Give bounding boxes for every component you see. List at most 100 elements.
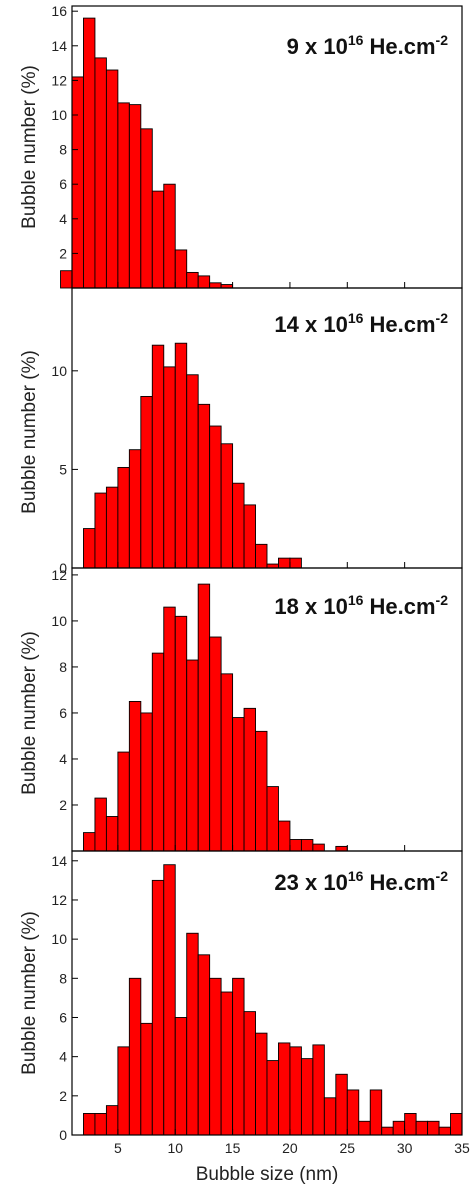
y-axis-title: Bubble number (%) [19, 349, 41, 514]
y-tick-label: 10 [51, 931, 67, 947]
histogram-bar [117, 1046, 130, 1136]
histogram-bar [335, 1073, 348, 1136]
histogram-bar [151, 652, 165, 852]
histogram-bar [278, 820, 291, 852]
y-tick-label: 4 [59, 211, 67, 227]
histogram-bar [255, 543, 268, 569]
histogram-bar [289, 1046, 302, 1136]
histogram-bar [209, 977, 222, 1136]
histogram-bar [243, 1011, 256, 1136]
histogram-bar [335, 845, 348, 852]
y-tick-label: 10 [51, 363, 67, 379]
histogram-bar [105, 1105, 119, 1136]
x-tick-label: 25 [340, 1140, 356, 1156]
y-tick-label: 14 [51, 853, 67, 869]
histogram-bar [427, 1120, 440, 1136]
histogram-bar [232, 482, 245, 569]
x-axis-title: Bubble size (nm) [195, 1164, 339, 1185]
y-tick-label: 2 [59, 245, 67, 261]
x-tick-label: 10 [167, 1140, 183, 1156]
histogram-bar [197, 403, 211, 569]
histogram-bar [323, 1097, 337, 1136]
y-tick-label: 5 [59, 461, 67, 477]
histogram-bar [232, 717, 245, 852]
histogram-bar [117, 751, 130, 852]
y-tick-label: 2 [59, 1088, 67, 1104]
x-tick-label: 20 [282, 1140, 298, 1156]
x-tick-label: 15 [225, 1140, 241, 1156]
histogram-bar [186, 932, 199, 1136]
histogram-bar [151, 190, 165, 289]
histogram-bar [83, 17, 96, 289]
histogram-bar [174, 342, 188, 569]
histogram-bar [255, 730, 268, 852]
histogram-bar [174, 615, 188, 852]
histogram-bar [266, 1060, 279, 1136]
histogram-bar [392, 1120, 406, 1136]
histogram-bar [94, 1113, 107, 1136]
y-tick-label: 4 [59, 751, 67, 767]
histogram-bar [289, 557, 302, 569]
histogram-bar [117, 466, 130, 569]
histogram-bar [186, 659, 199, 852]
histogram-bar [232, 977, 245, 1136]
y-tick-label: 8 [59, 659, 67, 675]
histogram-bar [105, 816, 119, 852]
y-tick-label: 12 [51, 567, 67, 583]
fluence-label: 9 x 1016 He.cm-2 [286, 31, 448, 59]
histogram-bar [71, 76, 84, 289]
histogram-bar [450, 1113, 463, 1136]
histogram-bar [60, 270, 73, 289]
histogram-bar [266, 786, 279, 852]
histogram-bar [163, 366, 176, 569]
y-tick-label: 6 [59, 705, 67, 721]
fluence-label: 23 x 1016 He.cm-2 [274, 867, 448, 895]
histogram-bar [140, 396, 153, 569]
histogram-bar [117, 102, 130, 289]
histogram-bar [346, 1089, 360, 1136]
histogram-bar [174, 249, 188, 289]
histogram-bar [220, 443, 234, 569]
histogram-bar [209, 425, 222, 569]
histogram-bar [243, 707, 256, 852]
histogram-bar [312, 843, 325, 852]
histogram-bar [438, 1126, 451, 1136]
y-tick-label: 0 [59, 560, 67, 576]
histogram-bar [186, 271, 199, 289]
histogram-bar [186, 374, 199, 569]
y-axis-title: Bubble number (%) [19, 630, 41, 795]
y-tick-label: 8 [59, 970, 67, 986]
histogram-bar [83, 528, 96, 569]
histogram-bar [94, 492, 107, 569]
x-tick-label: 35 [454, 1140, 470, 1156]
y-tick-label: 10 [51, 613, 67, 629]
histogram-bar [243, 504, 256, 569]
histogram-bar [163, 183, 176, 289]
histogram-bar [140, 712, 153, 852]
histogram-bar [128, 701, 142, 852]
histogram-bar [197, 954, 211, 1136]
histogram-bar [163, 864, 176, 1136]
histogram-bar [312, 1044, 325, 1136]
fluence-label: 18 x 1016 He.cm-2 [274, 591, 448, 619]
y-tick-label: 14 [51, 38, 67, 54]
histogram-bar [404, 1113, 417, 1136]
histogram-bar [94, 57, 107, 289]
x-tick-label: 5 [114, 1140, 122, 1156]
y-tick-label: 12 [51, 72, 67, 88]
histogram-bar [415, 1120, 429, 1136]
histogram-bar [128, 449, 142, 569]
x-tick-label: 30 [397, 1140, 413, 1156]
histogram-bar [83, 832, 96, 852]
histogram-bar [151, 344, 165, 569]
histogram-bar [174, 1017, 188, 1136]
histogram-bar [369, 1089, 383, 1136]
y-tick-label: 2 [59, 797, 67, 813]
y-tick-label: 16 [51, 3, 67, 19]
y-tick-label: 6 [59, 1009, 67, 1025]
y-tick-label: 4 [59, 1049, 67, 1065]
histogram-bar [140, 128, 153, 289]
histogram-bar [278, 557, 291, 569]
histogram-bar [83, 1113, 96, 1136]
